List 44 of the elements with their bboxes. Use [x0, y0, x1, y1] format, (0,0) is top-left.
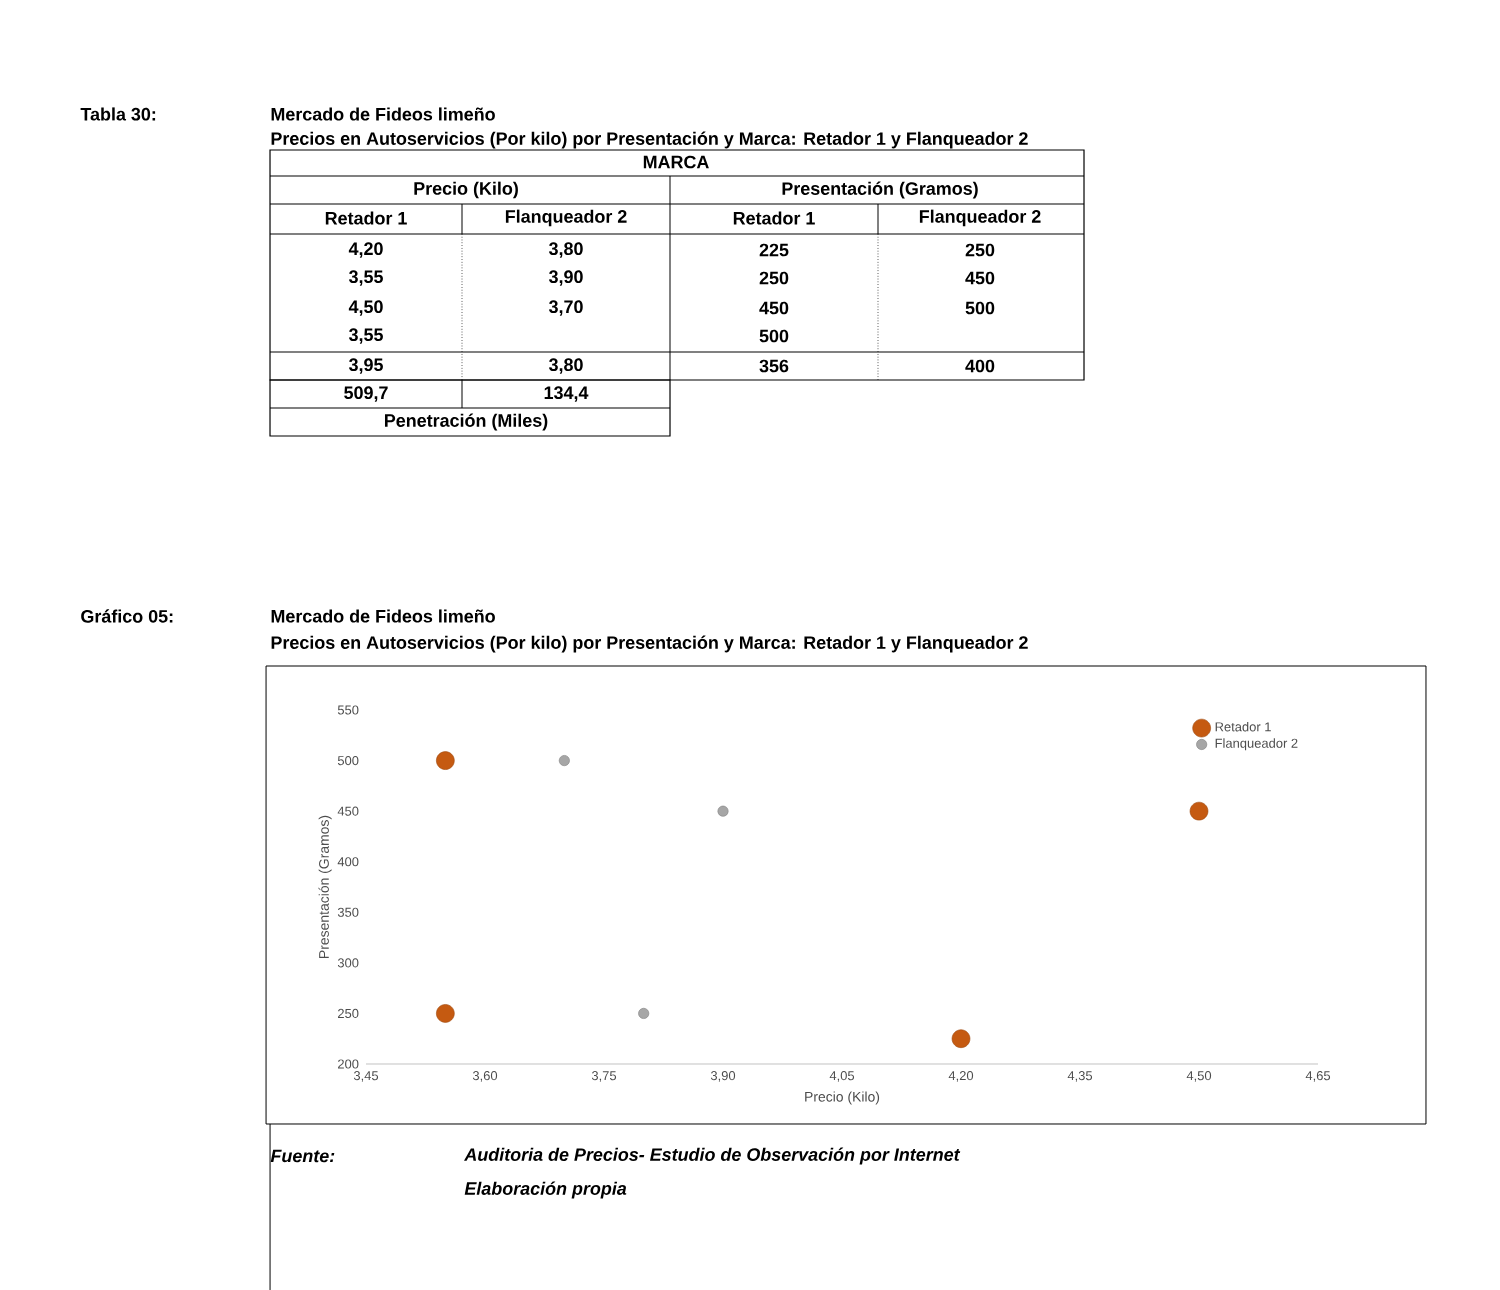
text: 3,70: [548, 300, 583, 316]
point: [1189, 801, 1209, 821]
chart-subtitle: Precios en Autoservicios (Por kilo) por Presentación y Marca: Retador 1 y Flanqueador 2: [271, 635, 1028, 653]
text: 500: [759, 329, 789, 343]
text: Presentación (Gramos): [782, 181, 978, 199]
text: 500: [965, 301, 995, 315]
text: Retador 1: [733, 211, 815, 225]
text: Penetración (Miles): [384, 413, 548, 431]
text: 250: [759, 271, 789, 285]
text: Precio (Kilo): [414, 181, 518, 199]
text: 3,55: [348, 270, 383, 286]
text: Auditoria de Precios- Estudio de Observación por Internet: [464, 1147, 961, 1165]
text: Flanqueador 2: [919, 209, 1041, 227]
text: 509,7: [344, 386, 388, 402]
text: 356: [759, 359, 789, 373]
source-note: Fuente:: [270, 1149, 335, 1163]
text: Precios en Autoservicios (Por kilo) por Presentación y Marca: Retador 1 y Flanqueador 2: [271, 131, 1028, 149]
text: 4,50: [348, 300, 383, 316]
text: 4,20: [348, 242, 383, 258]
point: [436, 751, 455, 770]
point: [436, 1003, 455, 1023]
text: 225: [759, 243, 789, 257]
text: Flanqueador 2: [505, 209, 627, 227]
point: [558, 754, 570, 766]
text: 400: [965, 359, 995, 373]
point: [717, 805, 729, 817]
text: 134,4: [544, 386, 589, 402]
text: 3,80: [548, 358, 583, 374]
point: [638, 1007, 650, 1019]
point: [951, 1029, 971, 1048]
text: 3,55: [348, 328, 383, 344]
text: 3,90: [548, 270, 583, 286]
text: 450: [965, 271, 995, 285]
text: 250: [965, 243, 995, 257]
text: 3,95: [348, 358, 383, 374]
text: MARCA: [643, 155, 709, 169]
text: Tabla 30:: [80, 107, 156, 121]
text: Retador 1: [325, 211, 407, 225]
text: Mercado de Fideos limeño: [271, 107, 495, 121]
chart-title: Mercado de Fideos limeño: [271, 609, 495, 623]
text: Elaboración propia: [464, 1181, 627, 1199]
text: 3,80: [548, 242, 583, 258]
text: Gráfico 05:: [81, 609, 173, 623]
text: 450: [759, 301, 789, 315]
